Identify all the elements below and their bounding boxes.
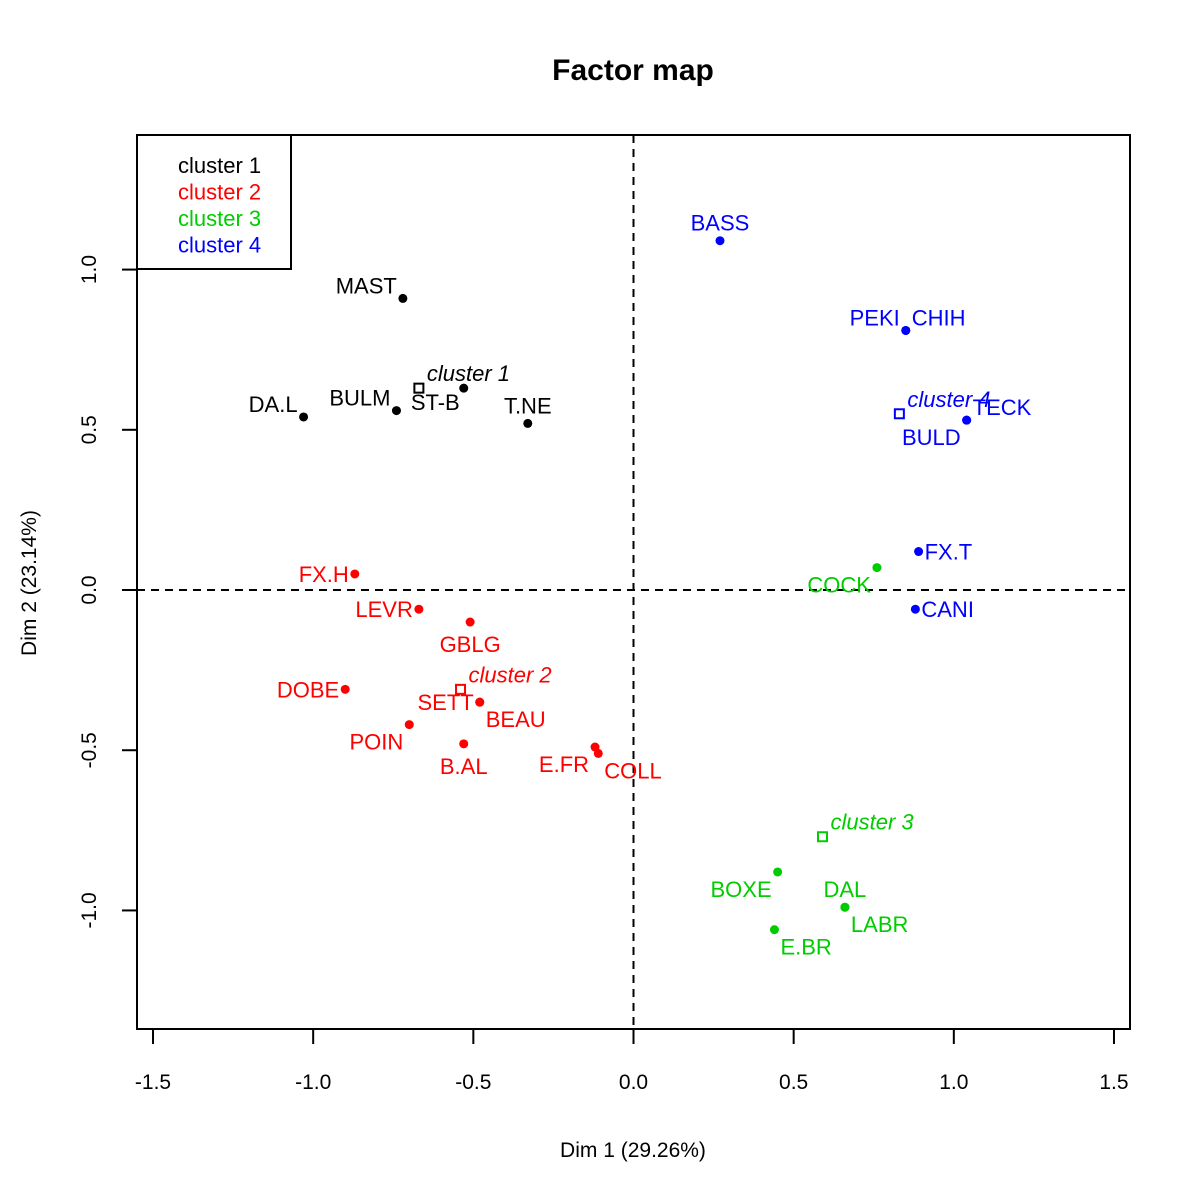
cluster-center-label: cluster 1 (427, 361, 510, 386)
data-point (475, 697, 485, 707)
data-point-label: BOXE (711, 877, 772, 902)
data-point-label: FX.T (925, 540, 973, 565)
legend-entry: cluster 1 (178, 153, 261, 178)
data-point-label: POIN (349, 730, 403, 755)
data-point (872, 563, 882, 573)
chart-title: Factor map (552, 54, 714, 87)
data-point (350, 569, 360, 579)
legend-entry: cluster 4 (178, 233, 261, 258)
x-tick-label: 1.5 (1099, 1071, 1128, 1094)
y-tick-label: 0.0 (78, 575, 101, 604)
x-axis-label: Dim 1 (29.26%) (560, 1139, 706, 1162)
y-tick-label: 1.0 (78, 255, 101, 284)
cluster-center-label: cluster 2 (469, 662, 552, 687)
series-1: MAST DA.L BULM ST-B T.NE cluster 1 (249, 273, 552, 428)
data-point (459, 383, 469, 393)
data-point-label: DA.L (249, 392, 298, 417)
data-point-label: LEVR (355, 597, 412, 622)
data-point-label: BEAU (486, 707, 546, 732)
data-point-label: B.AL (440, 754, 488, 779)
data-point-label: CHIH (912, 305, 966, 330)
data-point (404, 720, 414, 730)
data-point-label: BASS (691, 211, 750, 236)
data-point (901, 325, 911, 335)
data-point-label: ST-B (411, 390, 460, 415)
legend-entry: cluster 2 (178, 180, 261, 205)
data-point (840, 902, 850, 912)
legend-entry: cluster 3 (178, 206, 261, 231)
data-point-label: TECK (973, 395, 1032, 420)
x-tick-label: 1.0 (939, 1071, 968, 1094)
data-point-label: FX.H (299, 562, 349, 587)
x-tick-label: -1.0 (295, 1071, 331, 1094)
data-point (910, 604, 920, 614)
data-point (340, 684, 350, 694)
data-point (962, 415, 972, 425)
data-point-label: LABR (851, 912, 908, 937)
data-point-label: DAL (824, 877, 867, 902)
y-tick-label: 0.5 (78, 415, 101, 444)
x-tick-label: -0.5 (455, 1071, 491, 1094)
data-point-label: BULD (902, 425, 961, 450)
data-point (299, 412, 309, 422)
data-point-label: MAST (336, 273, 397, 298)
cluster-center-marker (413, 382, 425, 394)
data-point (773, 867, 783, 877)
data-point (414, 604, 424, 614)
cluster-center-label: cluster 3 (830, 810, 914, 835)
data-point (459, 739, 469, 749)
data-point (769, 925, 779, 935)
y-axis: -1.0 -0.5 0.0 0.5 1.0 (78, 255, 138, 929)
legend-box (136, 134, 292, 270)
y-tick-label: -1.0 (78, 892, 101, 928)
data-point-label: DOBE (277, 677, 339, 702)
data-point (391, 406, 401, 416)
x-tick-label: -1.5 (135, 1071, 171, 1094)
data-point-label: T.NE (504, 393, 552, 418)
x-axis: -1.5 -1.0 -0.5 0.0 0.5 1.0 1.5 (135, 1028, 1129, 1094)
cluster-center-marker (893, 408, 905, 420)
cluster-center-label: cluster 4 (907, 387, 990, 412)
y-axis-label: Dim 2 (23.14%) (18, 510, 41, 656)
y-tick-label: -0.5 (78, 732, 101, 768)
data-point (715, 236, 725, 246)
x-tick-label: 0.5 (779, 1071, 808, 1094)
data-point (465, 617, 475, 627)
data-point-label: COCK (807, 573, 871, 598)
data-point-label: BULM (329, 386, 390, 411)
data-point (914, 547, 924, 557)
data-point-label: CANI (921, 597, 974, 622)
data-point-label: E.BR (780, 935, 831, 960)
series-3: COCK BOXE DAL LABR E.BR cluster 3 (711, 563, 914, 960)
data-point-label: COLL (604, 758, 661, 783)
data-point-label: GBLG (440, 632, 501, 657)
cluster-center-marker (816, 831, 828, 843)
data-point (523, 418, 533, 428)
reference-lines (137, 135, 1130, 1029)
data-point (398, 293, 408, 303)
data-point (593, 748, 603, 758)
cluster-center-marker (455, 683, 467, 695)
data-point-label: PEKI (850, 305, 900, 330)
x-tick-label: 0.0 (619, 1071, 648, 1094)
series-4: BASS PEKI CHIH TECK BULD FX.T CANI cluster 4 (691, 211, 1032, 622)
data-point-label: E.FR (539, 752, 589, 777)
